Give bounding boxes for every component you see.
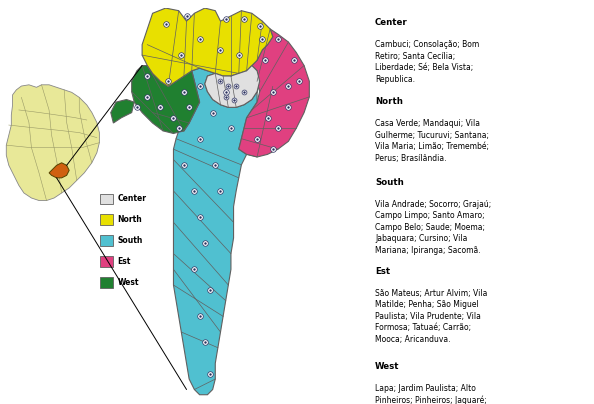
Bar — [100, 277, 113, 288]
Text: Casa Verde; Mandaqui; Vila
Gulherme; Tucuruvi; Santana;
Vila Maria; Limão; Treme: Casa Verde; Mandaqui; Vila Gulherme; Tuc… — [375, 119, 489, 162]
Text: São Mateus; Artur Alvim; Vila
Matilde; Penha; São Miguel
Paulista; Vila Prudente: São Mateus; Artur Alvim; Vila Matilde; P… — [375, 289, 488, 344]
Text: Vila Andrade; Socorro; Grajaú;
Campo Limpo; Santo Amaro;
Campo Belo; Saude; Moem: Vila Andrade; Socorro; Grajaú; Campo Lim… — [375, 200, 491, 255]
Polygon shape — [7, 85, 99, 200]
Text: South: South — [375, 178, 404, 187]
Bar — [100, 236, 113, 246]
Text: Cambuci; Consolação; Bom
Retiro; Santa Cecília;
Liberdade; Sé; Bela Vista;
Repub: Cambuci; Consolação; Bom Retiro; Santa C… — [375, 40, 479, 84]
Text: Est: Est — [375, 267, 390, 276]
Text: North: North — [375, 97, 403, 106]
Bar — [100, 256, 113, 267]
Polygon shape — [49, 163, 69, 178]
Polygon shape — [239, 29, 309, 157]
Text: South: South — [117, 236, 143, 245]
Bar — [100, 215, 113, 225]
Text: West: West — [375, 362, 400, 370]
Text: North: North — [117, 215, 142, 224]
Polygon shape — [132, 65, 200, 133]
Text: Lapa; Jardim Paulista; Alto
Pinheiros; Pinheiros; Jaguaré;
Itaim Bibi; Morumbi; : Lapa; Jardim Paulista; Alto Pinheiros; P… — [375, 384, 496, 404]
Bar — [100, 194, 113, 204]
Polygon shape — [142, 8, 273, 86]
Text: Center: Center — [117, 194, 146, 203]
Polygon shape — [110, 99, 134, 123]
Text: Est: Est — [117, 257, 131, 266]
Text: West: West — [117, 278, 139, 287]
Polygon shape — [173, 68, 260, 395]
Polygon shape — [205, 65, 260, 107]
Text: Center: Center — [375, 18, 408, 27]
